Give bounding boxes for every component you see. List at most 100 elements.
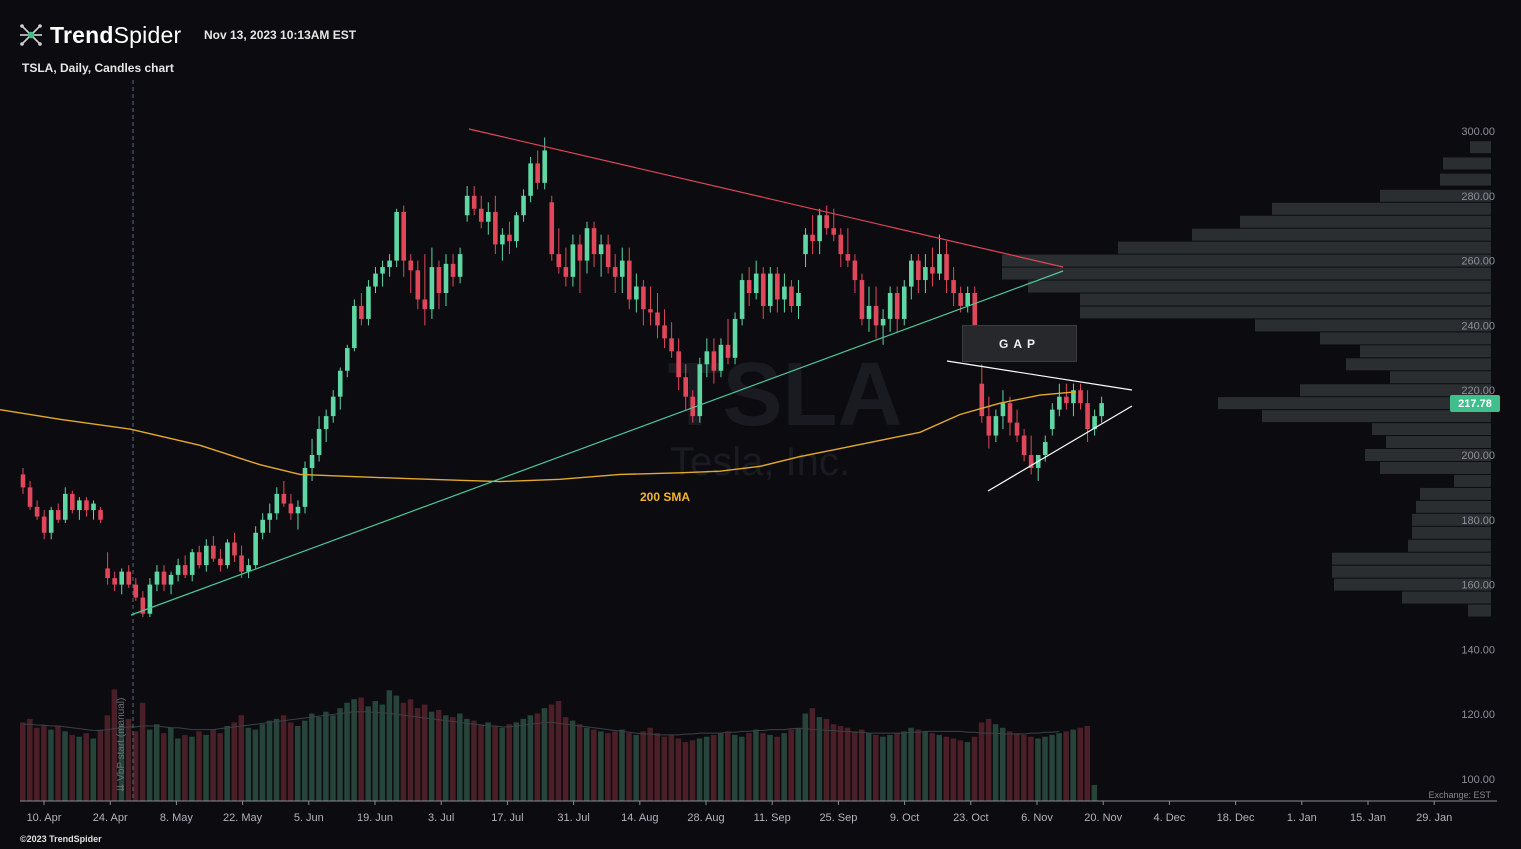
candle-body: [894, 293, 900, 319]
candle-body: [154, 571, 160, 585]
vbp-bar: [1440, 173, 1491, 186]
y-tick-label: 180.00: [1461, 515, 1495, 527]
volume-bar: [252, 729, 259, 801]
candle-body: [768, 273, 773, 306]
candle-body: [408, 260, 414, 271]
volume-bar: [781, 733, 787, 801]
volume-bar: [1063, 731, 1069, 801]
candle-body: [901, 286, 907, 319]
candle-body: [1014, 422, 1020, 436]
volume-bar: [55, 726, 61, 801]
volume-bar: [767, 734, 773, 801]
volume-by-price: [1002, 141, 1491, 617]
x-tick-label: 15. Jan: [1350, 812, 1386, 824]
volume-bar: [450, 717, 456, 801]
candle-body: [204, 545, 209, 566]
volume-bar: [647, 727, 653, 801]
candle-body: [1042, 442, 1048, 455]
volume-bar: [696, 738, 703, 801]
volume-bar: [294, 726, 301, 801]
candle-body: [1085, 403, 1090, 430]
vbp-bar: [1365, 449, 1491, 461]
volume-bar: [513, 722, 519, 801]
volume-bar: [153, 724, 160, 801]
volume-bar: [1014, 733, 1020, 801]
volume-bar: [569, 720, 576, 801]
candle-body: [782, 286, 787, 300]
volume-bar: [125, 718, 132, 801]
overlay-lines: [0, 80, 1133, 801]
volume-bar: [936, 734, 942, 801]
candle-body: [937, 254, 942, 274]
candle-body: [556, 254, 562, 268]
candle-body: [429, 267, 435, 310]
volume-bar: [478, 724, 484, 801]
vbp-bar: [1412, 513, 1491, 526]
candle-body: [401, 212, 406, 261]
vbp-bar: [1416, 500, 1491, 513]
candle-body: [486, 212, 491, 222]
y-tick-label: 280.00: [1461, 191, 1495, 203]
volume-bar: [175, 738, 181, 801]
candle-body: [218, 558, 223, 566]
sma-200-line: [0, 391, 1077, 483]
vbp-bar: [1002, 254, 1491, 267]
vbp-bar: [1192, 228, 1491, 241]
volume-bar: [612, 731, 618, 801]
volume-bar: [196, 731, 202, 801]
volume-bar: [464, 718, 470, 801]
candle-body: [27, 487, 33, 507]
x-tick-label: 8. May: [160, 812, 194, 824]
candle-body: [866, 305, 872, 319]
candle-body: [507, 234, 512, 242]
y-tick-label: 240.00: [1461, 320, 1495, 332]
candle-body: [316, 429, 322, 455]
volume-bar: [527, 715, 534, 801]
candle-body: [1057, 396, 1062, 410]
pennant-lower-line: [987, 405, 1133, 492]
volume-bar: [802, 713, 809, 801]
candle-body: [345, 348, 350, 371]
volume-bar: [506, 724, 512, 801]
volume-bar: [421, 704, 428, 801]
volume-bar: [386, 690, 393, 801]
candle-body: [859, 280, 865, 319]
candle-body: [387, 260, 392, 268]
candle-body: [718, 344, 724, 371]
pennant-upper-line: [946, 360, 1133, 391]
candle-body: [796, 293, 801, 306]
candle-body: [274, 493, 280, 514]
exchange-label: Exchange: EST: [1428, 790, 1491, 800]
volume-bar: [717, 733, 724, 801]
vbp-bar: [1028, 280, 1491, 293]
candle-body: [746, 280, 752, 293]
candle-body: [288, 503, 294, 514]
volume-bar: [788, 729, 794, 801]
candle-body: [20, 474, 26, 488]
candle-body: [535, 163, 540, 183]
vbp-bar: [1380, 461, 1491, 474]
candle-body: [1092, 416, 1097, 430]
candle-body: [591, 228, 597, 255]
candle-body: [1099, 403, 1104, 417]
brand-logo[interactable]: TrendSpider: [18, 20, 181, 50]
volume-bar: [633, 734, 639, 801]
volume-bar: [605, 733, 611, 801]
volume-bar: [901, 731, 907, 801]
vbp-bar: [1454, 474, 1491, 487]
gap-annotation[interactable]: GAP: [962, 325, 1077, 362]
volume-bar: [858, 729, 865, 801]
candle-body: [1021, 435, 1027, 455]
volume-bar: [302, 720, 308, 801]
vbp-bar: [1390, 371, 1491, 384]
volume-bar: [287, 722, 294, 801]
volume-bar: [739, 736, 745, 801]
candle-body: [70, 493, 75, 511]
volume-bar: [48, 729, 54, 801]
volume-bar: [710, 734, 717, 801]
volume-bar: [1042, 736, 1048, 801]
candle-body: [309, 455, 315, 468]
vbp-bar: [1320, 332, 1491, 345]
